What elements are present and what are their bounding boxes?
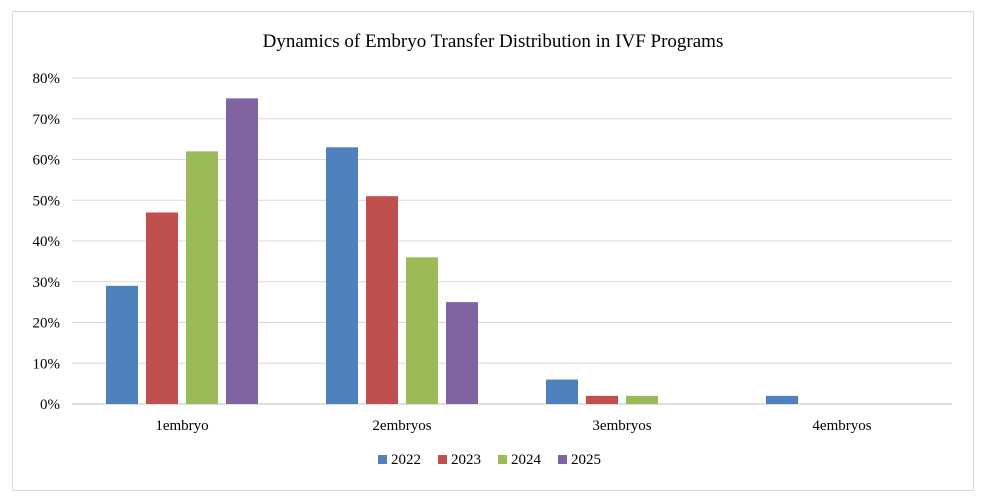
bar-2025-1embryo [226,98,258,404]
legend-label: 2023 [451,452,481,468]
legend-swatch [558,455,567,464]
y-tick-label: 30% [33,275,61,291]
x-tick-label: 2embryos [372,418,431,434]
y-tick-label: 60% [33,153,61,169]
bar-2024-2embryos [406,257,438,404]
bar-2022-4embryos [766,395,798,404]
bar-2023-2embryos [366,196,398,404]
legend-label: 2022 [391,452,421,468]
bar-2024-3embryos [626,395,658,404]
bar-2022-2embryos [326,147,358,404]
y-tick-label: 80% [33,71,61,87]
bar-2024-1embryo [186,151,218,404]
x-tick-label: 4embryos [812,418,871,434]
legend-swatch [498,455,507,464]
chart-title: Dynamics of Embryo Transfer Distribution… [263,31,724,52]
y-axis-ticks: 0% 10% 20% 30% 40% 50% 60% 70% 80% [33,71,61,413]
y-tick-label: 50% [33,193,61,209]
legend-item-2023: 2023 [438,452,481,468]
y-tick-label: 40% [33,234,61,250]
legend-label: 2024 [511,452,542,468]
x-tick-label: 1embryo [155,418,208,434]
legend-item-2022: 2022 [378,452,421,468]
bar-2022-3embryos [546,379,578,404]
legend: 2022 2023 2024 2025 [378,452,601,468]
legend-item-2024: 2024 [498,452,542,468]
bar-2023-3embryos [586,395,618,404]
bar-2022-1embryo [106,285,138,404]
legend-item-2025: 2025 [558,452,601,468]
bars [106,98,798,404]
y-tick-label: 0% [40,397,60,413]
legend-swatch [378,455,387,464]
bar-2025-2embryos [446,302,478,404]
bar-2023-1embryo [146,212,178,404]
y-tick-label: 70% [33,112,61,128]
gridlines [72,77,952,405]
y-tick-label: 20% [33,316,61,332]
x-axis-ticks: 1embryo 2embryos 3embryos 4embryos [155,418,871,434]
legend-swatch [438,455,447,464]
legend-label: 2025 [571,452,601,468]
x-tick-label: 3embryos [592,418,651,434]
y-tick-label: 10% [33,356,61,372]
